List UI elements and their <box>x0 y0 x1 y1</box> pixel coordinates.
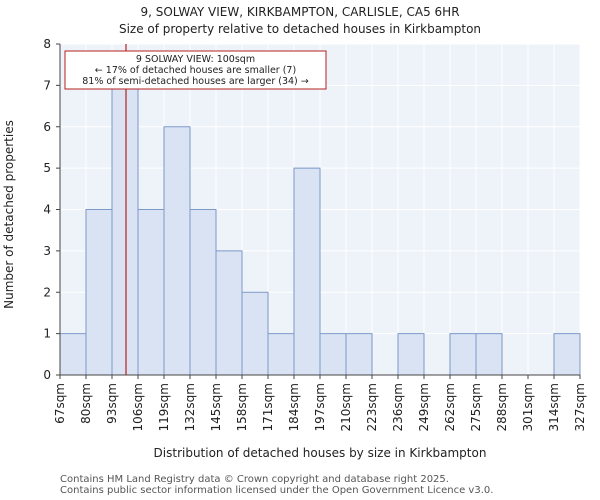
x-tick-label: 223sqm <box>365 383 379 431</box>
x-tick-label: 67sqm <box>53 383 67 424</box>
bar <box>449 333 477 376</box>
x-tick-label: 327sqm <box>573 383 587 431</box>
x-tick-label: 314sqm <box>547 383 561 431</box>
annotation-line: ← 17% of detached houses are smaller (7) <box>95 65 296 76</box>
bar <box>553 333 581 376</box>
y-tick-label: 5 <box>43 161 51 175</box>
y-axis-title: Number of detached properties <box>2 120 16 309</box>
x-tick-label: 171sqm <box>261 383 275 431</box>
y-tick-label: 0 <box>43 368 51 382</box>
x-tick-label: 119sqm <box>157 383 171 431</box>
chart-title: 9, SOLWAY VIEW, KIRKBAMPTON, CARLISLE, C… <box>140 5 460 19</box>
x-tick-label: 262sqm <box>443 383 457 431</box>
x-tick-label: 184sqm <box>287 383 301 431</box>
bar <box>293 167 321 376</box>
annotation-line: 81% of semi-detached houses are larger (… <box>82 76 309 87</box>
bar <box>111 84 139 376</box>
y-tick-label: 1 <box>43 327 51 341</box>
x-tick-label: 132sqm <box>183 383 197 431</box>
footer-licence: Contains public sector information licen… <box>60 485 494 496</box>
bar <box>59 333 87 376</box>
y-tick-label: 6 <box>43 120 51 134</box>
x-tick-label: 93sqm <box>105 383 119 424</box>
bar <box>163 126 191 376</box>
y-tick-label: 2 <box>43 285 51 299</box>
x-tick-label: 210sqm <box>339 383 353 431</box>
bar <box>241 291 269 376</box>
x-tick-label: 80sqm <box>79 383 93 424</box>
bar <box>267 333 295 376</box>
footer-copyright: Contains HM Land Registry data © Crown c… <box>60 474 449 485</box>
bar <box>345 333 373 376</box>
y-tick-label: 8 <box>43 37 51 51</box>
chart-subtitle: Size of property relative to detached ho… <box>118 22 482 36</box>
annotation-box <box>64 50 327 90</box>
x-axis-title: Distribution of detached houses by size … <box>154 446 487 460</box>
x-tick-label: 288sqm <box>495 383 509 431</box>
bar <box>475 333 503 376</box>
x-tick-label: 301sqm <box>521 383 535 431</box>
x-tick-label: 249sqm <box>417 383 431 431</box>
x-tick-label: 158sqm <box>235 383 249 431</box>
x-tick-label: 275sqm <box>469 383 483 431</box>
x-tick-label: 236sqm <box>391 383 405 431</box>
bar <box>137 209 165 376</box>
bar <box>215 250 243 376</box>
bar <box>189 209 217 376</box>
y-tick-label: 3 <box>43 244 51 258</box>
bar <box>85 209 113 376</box>
y-tick-label: 7 <box>43 78 51 92</box>
x-tick-label: 197sqm <box>313 383 327 431</box>
y-tick-label: 4 <box>43 203 51 217</box>
annotation-line: 9 SOLWAY VIEW: 100sqm <box>136 54 255 65</box>
x-tick-label: 145sqm <box>209 383 223 431</box>
bar <box>319 333 347 376</box>
bar <box>397 333 425 376</box>
x-tick-label: 106sqm <box>131 383 145 431</box>
